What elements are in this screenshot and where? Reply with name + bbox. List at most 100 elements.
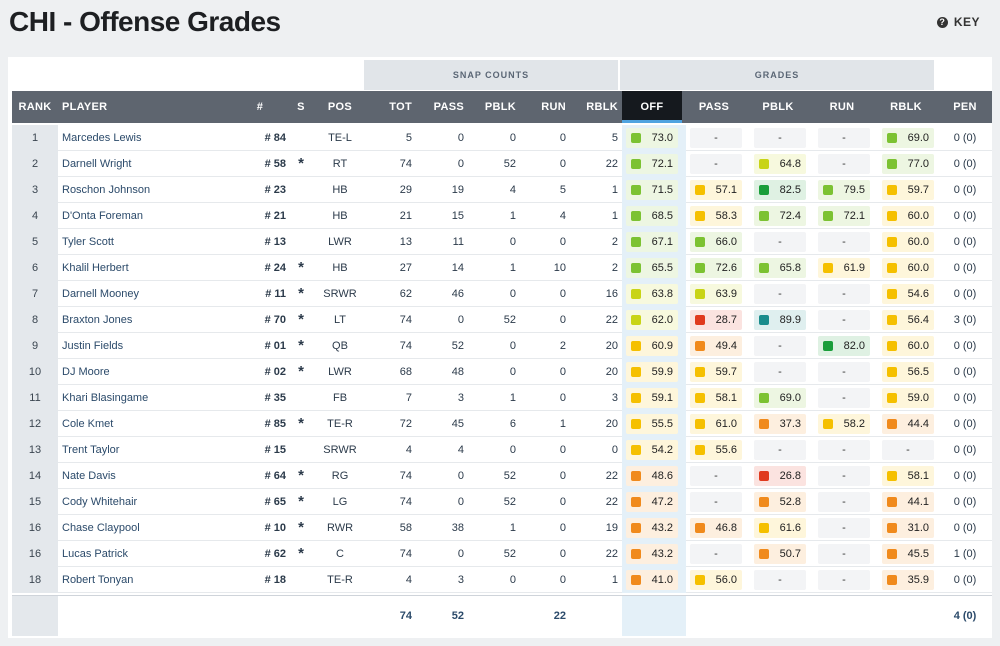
grade-rblk: 77.0 — [882, 154, 934, 174]
jersey-number: # 21 — [264, 210, 286, 222]
grade-run: 61.9 — [818, 258, 870, 278]
grade-color-swatch — [631, 497, 641, 507]
grade-rblk: 60.0 — [882, 206, 934, 226]
jersey-number: # 65 — [264, 496, 286, 508]
penalties: 0 (0) — [953, 418, 977, 430]
snap-pblk: 52 — [503, 314, 516, 326]
grade-off-value: 60.9 — [651, 340, 673, 352]
grade-run-empty: - — [818, 128, 870, 148]
grade-pblk-value: 89.9 — [779, 314, 801, 326]
starter-asterisk-icon: * — [298, 545, 304, 562]
player-name[interactable]: Trent Taylor — [62, 444, 120, 456]
player-name[interactable]: Cody Whitehair — [62, 496, 138, 508]
grade-pass: 72.6 — [690, 258, 742, 278]
col-grade-pblk[interactable]: PBLK — [762, 101, 794, 113]
col-pos[interactable]: POS — [327, 101, 353, 113]
grade-rblk-value: 69.0 — [907, 132, 929, 144]
col-snap-pblk[interactable]: PBLK — [484, 101, 516, 113]
jersey-number: # 02 — [264, 366, 286, 378]
snap-pblk: 1 — [509, 262, 516, 274]
grade-color-swatch — [759, 211, 769, 221]
col-grade-off[interactable]: OFF — [622, 91, 682, 123]
col-grade-pass[interactable]: PASS — [698, 101, 730, 113]
grade-run-empty: - — [818, 544, 870, 564]
grade-color-swatch — [695, 237, 705, 247]
player-name[interactable]: Khari Blasingame — [62, 392, 149, 404]
player-name[interactable]: Robert Tonyan — [62, 574, 134, 586]
player-name[interactable]: Marcedes Lewis — [62, 132, 142, 144]
group-snap-counts: SNAP COUNTS — [364, 60, 618, 90]
grade-run-empty: - — [818, 492, 870, 512]
jersey-number: # 70 — [264, 314, 286, 326]
player-name[interactable]: Darnell Mooney — [62, 288, 140, 300]
col-player[interactable]: PLAYER — [62, 101, 108, 113]
key-button[interactable]: ? KEY — [936, 15, 980, 29]
player-name[interactable]: D'Onta Foreman — [62, 210, 143, 222]
jersey-number: # 13 — [264, 236, 286, 248]
player-name[interactable]: Justin Fields — [62, 340, 124, 352]
grade-color-swatch — [887, 393, 897, 403]
grade-run-empty: - — [818, 466, 870, 486]
player-name[interactable]: Lucas Patrick — [62, 548, 129, 560]
grade-off: 73.0 — [626, 128, 678, 148]
player-name[interactable]: Cole Kmet — [62, 418, 114, 430]
player-name[interactable]: Braxton Jones — [62, 314, 133, 326]
player-name[interactable]: Chase Claypool — [62, 522, 140, 534]
position: RWR — [326, 522, 354, 534]
col-starter[interactable]: S — [297, 101, 305, 113]
grade-pblk: 65.8 — [754, 258, 806, 278]
grade-off: 48.6 — [626, 466, 678, 486]
player-name[interactable]: Tyler Scott — [62, 236, 114, 248]
grade-off-value: 41.0 — [651, 574, 673, 586]
grade-pass: 28.7 — [690, 310, 742, 330]
starter-asterisk-icon: * — [298, 155, 304, 172]
grade-color-swatch — [695, 523, 705, 533]
snap-pass: 11 — [452, 236, 464, 248]
position: QB — [332, 340, 348, 352]
player-name[interactable]: Khalil Herbert — [62, 262, 129, 274]
col-pen[interactable]: PEN — [953, 101, 977, 113]
snap-rblk: 1 — [611, 184, 618, 196]
snap-tot: 4 — [405, 574, 412, 586]
grade-pass-value: 46.8 — [715, 522, 737, 534]
col-snap-pass[interactable]: PASS — [433, 101, 464, 113]
snap-rblk: 22 — [605, 158, 618, 170]
player-name[interactable]: DJ Moore — [62, 366, 110, 378]
snap-tot: 4 — [405, 444, 412, 456]
col-rank[interactable]: RANK — [18, 101, 52, 113]
snap-run: 0 — [559, 548, 566, 560]
col-number[interactable]: # — [256, 101, 264, 113]
grade-color-swatch — [695, 263, 705, 273]
snap-run: 0 — [559, 444, 566, 456]
grade-rblk: 56.4 — [882, 310, 934, 330]
col-grade-run[interactable]: RUN — [829, 101, 855, 113]
snap-pblk: 1 — [509, 392, 516, 404]
col-snap-rblk[interactable]: RBLK — [586, 101, 618, 113]
grade-pass-value: 58.1 — [715, 392, 737, 404]
col-snap-run[interactable]: RUN — [541, 101, 566, 113]
snap-pblk: 1 — [509, 210, 516, 222]
grade-off-value: 72.1 — [651, 158, 673, 170]
grade-pblk-value: 64.8 — [779, 158, 801, 170]
snap-rblk: 2 — [611, 262, 618, 274]
grade-off-value: 59.9 — [651, 366, 673, 378]
grade-rblk-value: 44.1 — [907, 496, 929, 508]
grade-run-value: 72.1 — [843, 210, 865, 222]
grade-rblk: 31.0 — [882, 518, 934, 538]
grade-color-swatch — [631, 159, 641, 169]
grade-off-value: 65.5 — [651, 262, 673, 274]
grade-color-swatch — [887, 341, 897, 351]
player-name[interactable]: Nate Davis — [62, 470, 116, 482]
grade-rblk-value: 60.0 — [907, 210, 929, 222]
jersey-number: # 11 — [265, 288, 286, 300]
starter-asterisk-icon — [292, 177, 310, 203]
grade-off-value: 43.2 — [651, 522, 673, 534]
jersey-number: # 35 — [264, 392, 286, 404]
jersey-number: # 24 — [264, 262, 286, 274]
rank-cell: 14 — [12, 463, 58, 489]
player-name[interactable]: Roschon Johnson — [62, 184, 151, 196]
col-tot[interactable]: TOT — [389, 101, 412, 113]
jersey-number: # 64 — [264, 470, 286, 482]
player-name[interactable]: Darnell Wright — [62, 158, 132, 170]
col-grade-rblk[interactable]: RBLK — [890, 101, 922, 113]
